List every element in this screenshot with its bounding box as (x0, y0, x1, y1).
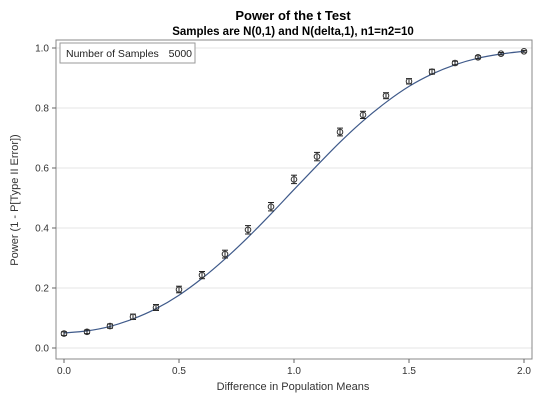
data-point (474, 54, 482, 61)
data-point (336, 128, 344, 136)
grid-lines (56, 47, 532, 349)
x-tick-label: 1.5 (402, 366, 416, 377)
data-point (106, 322, 114, 330)
y-tick-label: 0.6 (35, 164, 49, 175)
data-point (359, 111, 367, 119)
data-point (520, 48, 528, 55)
data-point (405, 78, 413, 85)
data-point (313, 153, 321, 160)
data-point (129, 313, 137, 321)
inset-value: 5000 (169, 48, 193, 60)
data-point (267, 203, 275, 210)
x-tick-label: 2.0 (517, 366, 531, 377)
x-tick-label: 0.5 (172, 366, 186, 377)
y-axis-ticks: 0.0 0.2 0.4 0.6 0.8 1.0 (35, 44, 56, 355)
data-point (451, 59, 459, 67)
x-axis-label: Difference in Population Means (217, 381, 370, 393)
data-point (290, 176, 298, 183)
y-tick-label: 0.4 (35, 224, 49, 235)
series-layer (60, 48, 528, 337)
y-tick-label: 1.0 (35, 44, 49, 55)
x-tick-label: 0.0 (57, 366, 71, 377)
x-tick-label: 1.0 (287, 366, 301, 377)
inset-label: Number of Samples (66, 48, 159, 60)
data-point (244, 226, 252, 234)
data-point (152, 304, 160, 311)
y-tick-label: 0.0 (35, 344, 49, 355)
y-tick-label: 0.8 (35, 104, 49, 115)
data-point (83, 328, 91, 336)
x-axis-ticks: 0.0 0.5 1.0 1.5 2.0 (57, 359, 531, 377)
y-tick-label: 0.2 (35, 284, 49, 295)
chart-title: Power of the t Test (235, 8, 351, 23)
data-point (221, 250, 229, 258)
power-curve (63, 50, 525, 334)
chart-subtitle: Samples are N(0,1) and N(delta,1), n1=n2… (172, 26, 414, 38)
inset-box: Number of Samples 5000 (59, 42, 196, 64)
plot-frame (55, 39, 533, 360)
data-point (382, 92, 390, 99)
data-point (428, 68, 436, 75)
inset-frame (59, 42, 196, 64)
data-point (60, 330, 68, 337)
data-point (175, 286, 183, 293)
y-axis-label: Power (1 - P[Type II Error]) (9, 134, 21, 265)
data-point (497, 50, 505, 58)
data-point (198, 271, 206, 279)
